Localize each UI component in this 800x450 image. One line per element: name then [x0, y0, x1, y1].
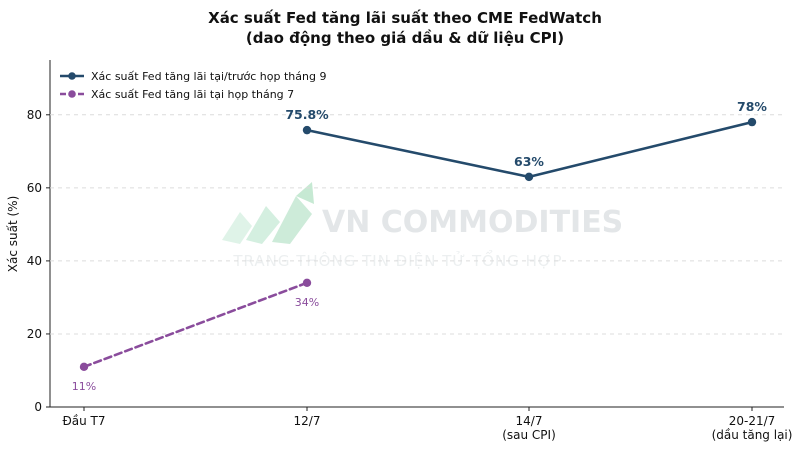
watermark-logo-icon [222, 182, 314, 244]
series-1-point [524, 172, 534, 182]
series-2-point [79, 362, 89, 372]
series-2-data-label: 34% [295, 296, 319, 309]
series-1-data-label: 63% [514, 154, 544, 169]
series-1-data-label: 75.8% [285, 107, 329, 122]
y-tick-label: 80 [27, 108, 42, 122]
series-layer [79, 117, 757, 372]
x-tick-label: 14/7 [516, 414, 543, 428]
data-labels: 75.8% 63% 78% 11% 34% [72, 99, 768, 393]
x-tick-sublabel: (sau CPI) [502, 428, 556, 442]
watermark-brand: VN COMMODITIES [322, 205, 623, 240]
y-tick-label: 60 [27, 181, 42, 195]
series-line-2 [82, 281, 309, 369]
x-tick-label: Đầu T7 [62, 414, 105, 428]
y-axis-label: Xác suất (%) [6, 196, 20, 272]
chart-subtitle: (dao động theo giá dầu & dữ liệu CPI) [246, 29, 564, 47]
y-tick-label: 0 [34, 400, 42, 414]
watermark-tagline: TRANG THÔNG TIN ĐIỆN TỬ TỔNG HỢP [232, 249, 562, 270]
chart-title: Xác suất Fed tăng lãi suất theo CME FedW… [208, 9, 602, 27]
legend: Xác suất Fed tăng lãi tại/trước họp thán… [60, 70, 326, 101]
series-2-point [302, 278, 312, 288]
legend-label-2: Xác suất Fed tăng lãi tại họp tháng 7 [91, 88, 294, 101]
x-ticks: Đầu T7 12/7 14/7(sau CPI) 20-21/7(dầu tăng … [62, 407, 792, 442]
series-1-data-label: 78% [737, 99, 767, 114]
series-1-point [302, 125, 312, 135]
legend-marker-2 [68, 90, 76, 98]
y-tick-label: 40 [27, 254, 42, 268]
x-tick-label: 12/7 [294, 414, 321, 428]
y-ticks: 0 20 40 60 80 [27, 108, 50, 414]
y-tick-label: 20 [27, 327, 42, 341]
legend-label-1: Xác suất Fed tăng lãi tại/trước họp thán… [91, 70, 326, 83]
watermark: VN COMMODITIES TRANG THÔNG TIN ĐIỆN TỬ T… [222, 182, 623, 270]
x-tick-sublabel: (dầu tăng lại) [712, 428, 793, 442]
legend-marker-1 [68, 72, 76, 80]
series-1-point [747, 117, 757, 127]
series-2-data-label: 11% [72, 380, 96, 393]
x-tick-label: 20-21/7 [729, 414, 776, 428]
